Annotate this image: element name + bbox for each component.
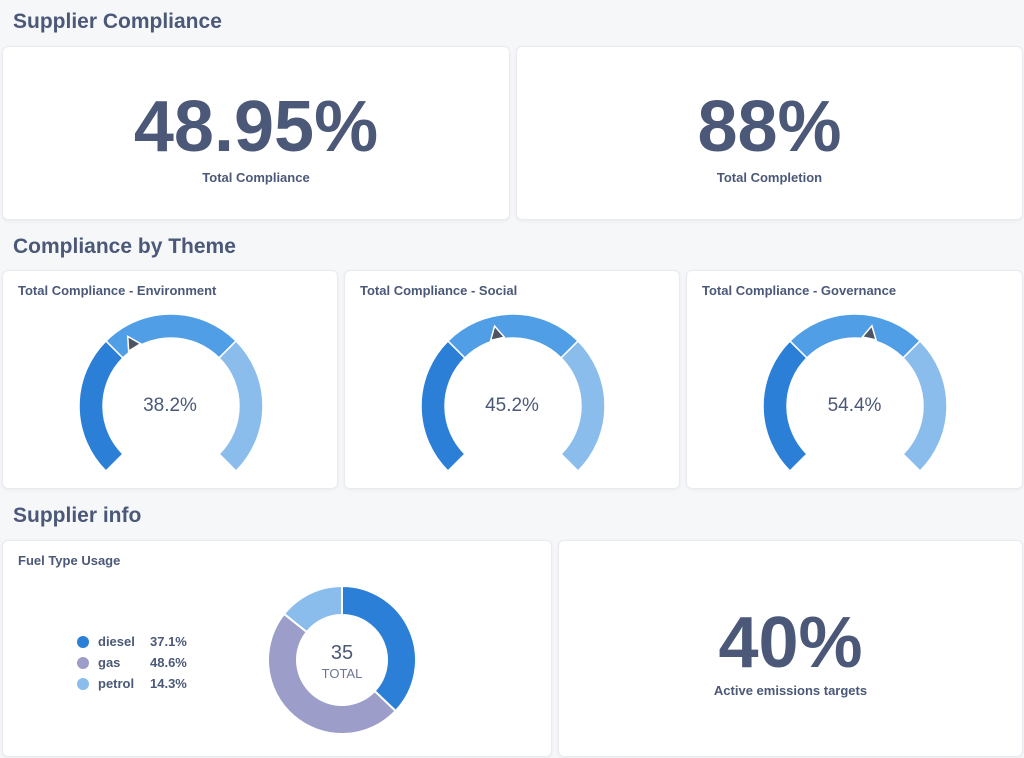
gauge-value: 45.2%: [485, 395, 539, 416]
gauge-value: 54.4%: [827, 395, 882, 416]
gauge-environment: [78, 313, 264, 473]
kpi-value: 88%: [697, 87, 842, 167]
gauge-segment-high: [902, 339, 948, 473]
donut-slice-gas[interactable]: [267, 612, 398, 735]
kpi-card-total-compliance[interactable]: 48.95% Total Compliance: [2, 46, 510, 220]
chart-title: Fuel Type Usage: [18, 553, 121, 568]
kpi-value: 40%: [718, 603, 863, 683]
donut-total-value: 35: [331, 642, 353, 664]
section-title-compliance-by-theme: Compliance by Theme: [13, 235, 236, 258]
gauge-pointer-icon: [126, 335, 142, 353]
gauge-card-social[interactable]: Total Compliance - Social 45.2%: [344, 270, 680, 489]
gauge-title: Total Compliance - Social: [360, 283, 518, 298]
legend-value: 48.6%: [150, 655, 187, 670]
legend-item[interactable]: gas 48.6%: [77, 652, 187, 673]
kpi-value: 48.95%: [133, 87, 379, 167]
gauge-pointer-icon: [860, 324, 878, 341]
gauge-segment-mid: [104, 313, 238, 359]
gauge-segment-high: [560, 339, 606, 473]
section-title-supplier-compliance: Supplier Compliance: [13, 10, 222, 33]
kpi-card-active-emissions[interactable]: 40% Active emissions targets: [558, 540, 1023, 757]
legend-item[interactable]: petrol 14.3%: [77, 673, 187, 694]
donut-slice-diesel[interactable]: [341, 584, 417, 713]
gauge-segment-mid: [788, 313, 922, 359]
legend-label: petrol: [98, 676, 135, 691]
gauge-value: 38.2%: [143, 395, 197, 416]
legend-item[interactable]: diesel 37.1%: [77, 631, 187, 652]
legend-label: diesel: [98, 634, 135, 649]
gauge-title: Total Compliance - Governance: [702, 283, 897, 298]
kpi-label: Active emissions targets: [713, 683, 868, 698]
gauge-segment-high: [218, 339, 264, 473]
gauge-title: Total Compliance - Environment: [18, 283, 217, 298]
legend-swatch: [77, 656, 89, 669]
donut-total-label: TOTAL: [322, 666, 363, 681]
kpi-card-total-completion[interactable]: 88% Total Completion: [516, 46, 1023, 220]
gauge-segment-mid: [446, 313, 580, 359]
kpi-label: Total Compliance: [202, 170, 310, 185]
legend-swatch: [77, 635, 89, 648]
legend-label: gas: [98, 655, 121, 670]
gauge-card-governance[interactable]: Total Compliance - Governance 54.4%: [686, 270, 1023, 489]
chart-legend: diesel 37.1% gas 48.6% petrol 14.3%: [77, 631, 187, 694]
kpi-label: Total Completion: [716, 170, 823, 185]
legend-value: 14.3%: [150, 676, 187, 691]
donut-slice-petrol[interactable]: [282, 584, 343, 634]
section-title-supplier-info: Supplier info: [13, 504, 142, 527]
fuel-type-usage-card[interactable]: Fuel Type Usage diesel 37.1% gas 48.6% p…: [2, 540, 552, 757]
fuel-donut-chart: 35 TOTAL: [267, 584, 417, 735]
legend-value: 37.1%: [150, 634, 187, 649]
gauge-pointer-icon: [489, 324, 506, 342]
gauge-governance: [762, 313, 948, 473]
gauge-social: [420, 313, 606, 473]
legend-swatch: [77, 677, 89, 690]
gauge-card-environment[interactable]: Total Compliance - Environment 38.2%: [2, 270, 338, 489]
